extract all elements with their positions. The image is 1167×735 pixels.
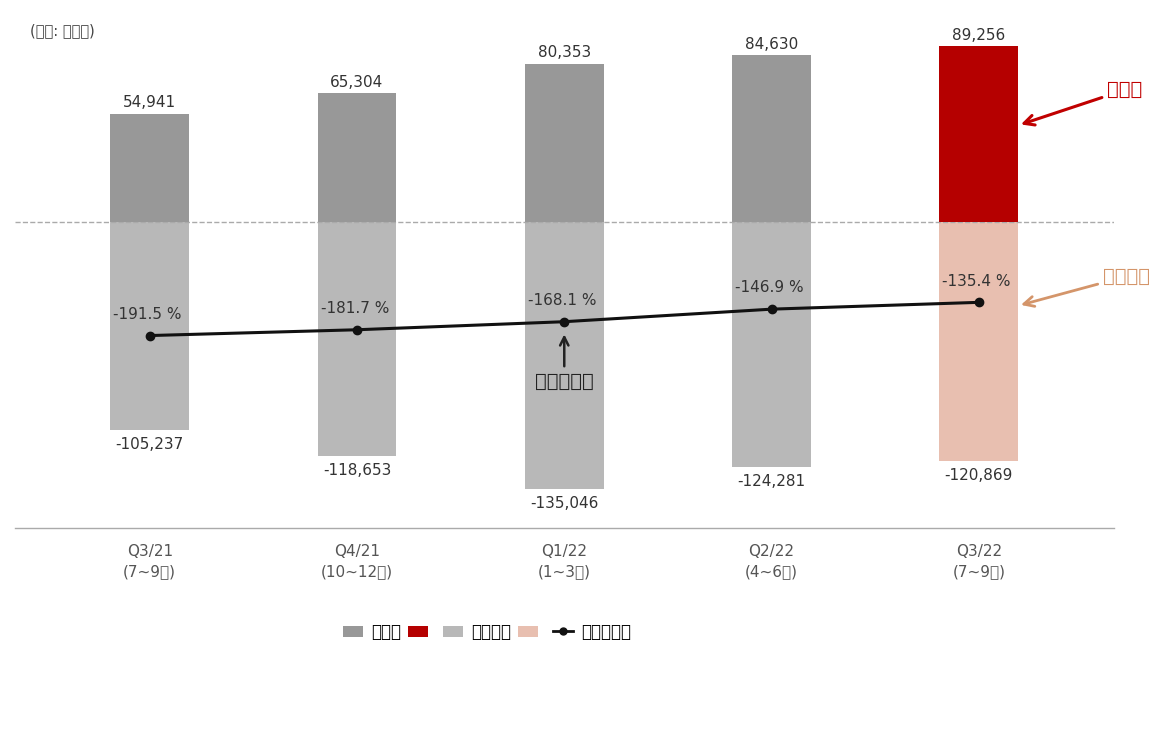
- Text: -118,653: -118,653: [323, 463, 391, 478]
- Bar: [939, 222, 1018, 461]
- Bar: [317, 93, 397, 222]
- Text: 80,353: 80,353: [538, 45, 591, 60]
- Bar: [939, 46, 1018, 222]
- Text: -181.7 %: -181.7 %: [321, 301, 389, 316]
- Text: -124,281: -124,281: [738, 474, 805, 490]
- Bar: [732, 55, 811, 222]
- Text: -191.5 %: -191.5 %: [113, 306, 182, 322]
- Text: -146.9 %: -146.9 %: [735, 280, 804, 295]
- Bar: [732, 222, 811, 467]
- Bar: [525, 64, 603, 222]
- Text: -135.4 %: -135.4 %: [943, 273, 1011, 289]
- Text: 매출액: 매출액: [1025, 80, 1142, 125]
- Text: -168.1 %: -168.1 %: [527, 293, 596, 308]
- Bar: [317, 222, 397, 456]
- Text: -105,237: -105,237: [116, 437, 184, 452]
- Text: 84,630: 84,630: [745, 37, 798, 51]
- Bar: [111, 222, 189, 430]
- Legend: 매출액, , 영업이익, , 영업이익율: 매출액, , 영업이익, , 영업이익율: [336, 617, 638, 648]
- Text: -135,046: -135,046: [530, 495, 599, 511]
- Bar: [111, 114, 189, 222]
- Text: 영업이익: 영업이익: [1023, 267, 1151, 306]
- Text: 54,941: 54,941: [124, 96, 176, 110]
- Text: 영업이익률: 영업이익률: [534, 337, 594, 391]
- Text: (단위: 백만엔): (단위: 백만엔): [29, 23, 95, 38]
- Text: 65,304: 65,304: [330, 75, 384, 90]
- Text: -120,869: -120,869: [944, 467, 1013, 483]
- Text: 89,256: 89,256: [952, 27, 1006, 43]
- Bar: [525, 222, 603, 489]
